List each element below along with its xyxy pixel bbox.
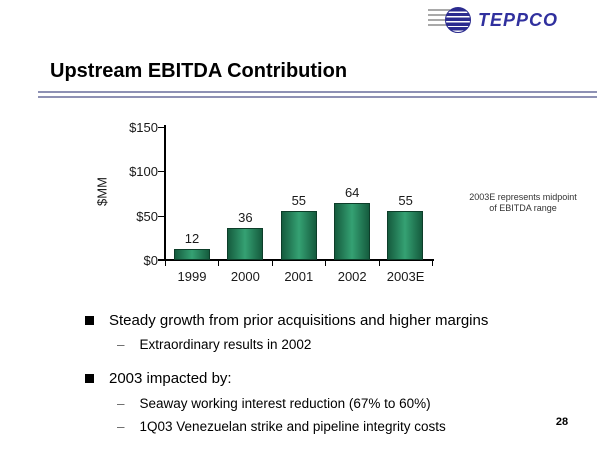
chart-annotation-line2: of EBITDA range	[489, 203, 557, 213]
square-bullet-icon	[85, 374, 94, 383]
bar-value-label: 55	[291, 193, 307, 209]
y-axis-tick-label: $50	[136, 208, 158, 224]
logo-globe-icon	[445, 7, 471, 33]
sub-bullet-text: Extraordinary results in 2002	[139, 337, 312, 352]
x-axis	[158, 259, 434, 261]
y-axis-tick-label: $150	[129, 120, 158, 135]
bar-2002	[333, 203, 370, 260]
bar-1999	[173, 249, 210, 260]
bullet-item: Steady growth from prior acquisitions an…	[85, 312, 488, 329]
dash-bullet-icon: –	[117, 419, 125, 434]
y-axis-tick-label: $0	[143, 253, 158, 268]
y-axis-tick	[158, 127, 164, 128]
x-axis-tick	[271, 261, 273, 266]
chart-annotation-line1: 2003E represents midpoint	[469, 192, 577, 202]
bar-2001	[280, 211, 317, 260]
y-axis-tick-label: $100	[129, 164, 158, 180]
dash-bullet-icon: –	[117, 337, 125, 352]
bullet-text: 2003 impacted by:	[109, 370, 232, 387]
logo-stripes-icon	[428, 9, 450, 28]
y-axis-tick	[158, 215, 164, 217]
y-axis-tick	[158, 171, 164, 173]
teppco-logo: TEPPCO	[428, 7, 558, 33]
x-axis-tick	[378, 261, 380, 266]
page-title: Upstream EBITDA Contribution	[50, 60, 348, 82]
bar-value-label: 64	[344, 185, 360, 201]
x-axis-tick	[432, 261, 433, 266]
sub-bullet-text: Seaway working interest reduction (67% t…	[139, 396, 431, 411]
square-bullet-icon	[85, 316, 94, 325]
bar-value-label: 12	[184, 231, 200, 247]
sub-bullet-item: – Extraordinary results in 2002	[117, 337, 311, 352]
x-axis-tick-label: 2003E	[386, 269, 425, 284]
x-axis-tick-label: 2001	[284, 269, 314, 284]
x-axis-tick-label: 2000	[230, 269, 260, 284]
chart-annotation: 2003E represents midpoint of EBITDA rang…	[448, 192, 598, 214]
x-axis-tick	[218, 261, 220, 266]
bullet-text: Steady growth from prior acquisitions an…	[109, 312, 489, 329]
x-axis-tick	[325, 261, 327, 266]
sub-bullet-text: 1Q03 Venezuelan strike and pipeline inte…	[139, 419, 446, 434]
bullet-item: 2003 impacted by:	[85, 370, 232, 387]
dash-bullet-icon: –	[117, 396, 125, 411]
bar-value-label: 55	[398, 193, 413, 209]
logo-text: TEPPCO	[478, 9, 559, 30]
x-axis-tick	[165, 261, 166, 266]
ebitda-bar-chart: $MM 2003E represents midpoint of EBITDA …	[95, 120, 598, 284]
bar-value-label: 36	[238, 210, 253, 226]
sub-bullet-item: – Seaway working interest reduction (67%…	[117, 396, 431, 411]
bar-2000	[227, 228, 264, 260]
x-axis-tick-label: 1999	[177, 269, 207, 284]
y-axis-tick	[158, 260, 164, 261]
y-axis	[164, 125, 166, 261]
title-divider	[38, 91, 597, 98]
x-axis-tick-label: 2002	[337, 269, 367, 284]
bar-2003E	[387, 211, 424, 260]
sub-bullet-item: – 1Q03 Venezuelan strike and pipeline in…	[117, 419, 446, 434]
page-number: 28	[555, 416, 569, 428]
